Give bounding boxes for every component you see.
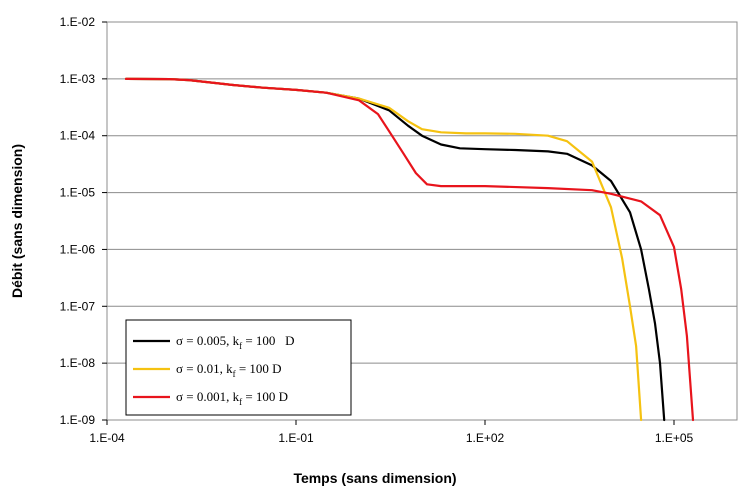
legend-label-prefix: σ = 0.01, k bbox=[176, 361, 233, 376]
y-tick-label: 1.E-04 bbox=[60, 129, 96, 143]
legend-label-2: σ = 0.01, kf = 100 D bbox=[176, 361, 282, 379]
legend-label-subscript: f bbox=[239, 397, 242, 407]
legend-label-suffix: = 100 D bbox=[242, 389, 288, 404]
legend-label-suffix: = 100 D bbox=[236, 361, 282, 376]
legend-label-3: σ = 0.001, kf = 100 D bbox=[176, 389, 288, 407]
y-tick-label: 1.E-02 bbox=[60, 15, 96, 29]
legend-label-subscript: f bbox=[239, 341, 242, 351]
x-tick-label: 1.E+05 bbox=[655, 431, 694, 445]
legend-box bbox=[125, 319, 352, 416]
x-tick-label: 1.E-04 bbox=[89, 431, 125, 445]
y-tick-label: 1.E-06 bbox=[60, 242, 96, 256]
legend-label-subscript: f bbox=[233, 369, 236, 379]
legend-label-prefix: σ = 0.005, k bbox=[176, 333, 240, 348]
series-lines bbox=[124, 77, 695, 422]
x-tick-label: 1.E-01 bbox=[278, 431, 314, 445]
legend-items: σ = 0.005, kf = 100 Dσ = 0.01, kf = 100 … bbox=[133, 333, 295, 407]
series-line-3 bbox=[124, 77, 695, 422]
x-tick-label: 1.E+02 bbox=[466, 431, 505, 445]
y-tick-labels: 1.E-02 1.E-03 1.E-04 1.E-05 1.E-06 1.E-07 1.E-… bbox=[60, 15, 107, 427]
gridlines bbox=[107, 21, 737, 421]
x-tick-labels: 1.E-04 1.E-01 1.E+02 1.E+05 bbox=[89, 420, 694, 445]
y-axis-title: Débit (sans dimension) bbox=[9, 144, 25, 298]
y-tick-label: 1.E-03 bbox=[60, 72, 96, 86]
x-axis-title: Temps (sans dimension) bbox=[293, 470, 456, 486]
y-tick-label: 1.E-09 bbox=[60, 413, 96, 427]
y-tick-label: 1.E-07 bbox=[60, 299, 96, 313]
y-tick-label: 1.E-08 bbox=[60, 356, 96, 370]
legend-label-prefix: σ = 0.001, k bbox=[176, 389, 240, 404]
legend-label-suffix: = 100 D bbox=[242, 333, 294, 348]
legend: σ = 0.005, kf = 100 Dσ = 0.01, kf = 100 … bbox=[125, 319, 352, 416]
legend-label-1: σ = 0.005, kf = 100 D bbox=[176, 333, 295, 351]
y-tick-label: 1.E-05 bbox=[60, 186, 96, 200]
